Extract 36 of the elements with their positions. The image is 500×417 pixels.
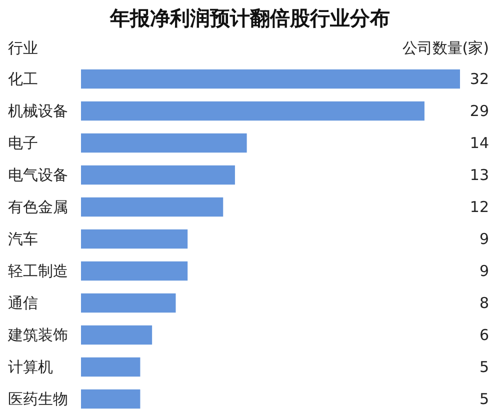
data-label: 8 <box>479 294 489 312</box>
bar <box>81 293 176 313</box>
data-label: 13 <box>470 166 489 184</box>
data-label: 14 <box>470 134 489 152</box>
y-tick-label: 机械设备 <box>8 102 68 120</box>
x-axis-title: 公司数量(家) <box>402 39 489 57</box>
y-tick-label: 化工 <box>8 70 38 88</box>
bar <box>81 229 188 249</box>
bar <box>81 197 224 217</box>
bar <box>81 389 140 409</box>
bar <box>81 357 140 377</box>
y-tick-label: 计算机 <box>8 358 53 376</box>
data-label: 5 <box>479 390 489 408</box>
chart-title: 年报净利润预计翻倍股行业分布 <box>109 6 390 30</box>
data-label: 29 <box>470 102 489 120</box>
bar <box>81 133 247 153</box>
y-tick-label: 建筑装饰 <box>7 326 68 344</box>
data-label: 9 <box>479 262 489 280</box>
data-label: 9 <box>479 230 489 248</box>
bar <box>81 165 235 185</box>
data-label: 6 <box>479 326 489 344</box>
bar <box>81 261 188 281</box>
bar <box>81 69 460 89</box>
y-tick-label: 电子 <box>8 134 38 152</box>
y-tick-label: 轻工制造 <box>8 262 68 280</box>
data-label: 32 <box>470 70 489 88</box>
data-label: 5 <box>479 358 489 376</box>
bar <box>81 101 424 121</box>
y-axis-title: 行业 <box>8 39 38 57</box>
y-tick-label: 医药生物 <box>8 390 68 408</box>
y-tick-label: 有色金属 <box>8 198 68 216</box>
data-label: 12 <box>470 198 489 216</box>
y-tick-label: 电气设备 <box>8 166 68 184</box>
y-tick-label: 汽车 <box>8 230 38 248</box>
bar <box>81 325 152 345</box>
y-tick-label: 通信 <box>8 294 38 312</box>
